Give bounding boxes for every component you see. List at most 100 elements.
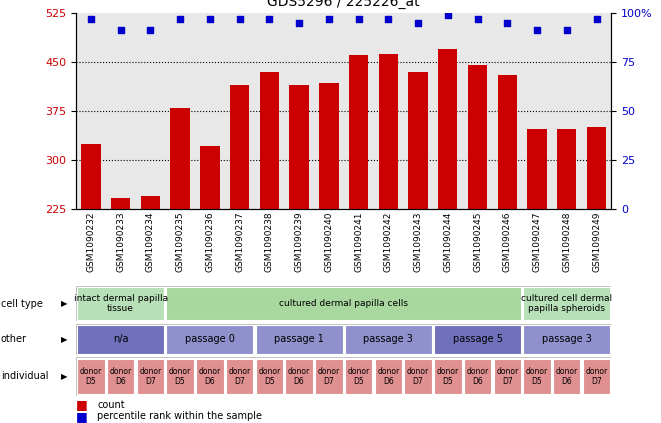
Bar — [196, 359, 223, 394]
Text: intact dermal papilla
tissue: intact dermal papilla tissue — [73, 294, 168, 313]
Bar — [137, 359, 164, 394]
Text: GSM1090242: GSM1090242 — [384, 212, 393, 272]
Text: donor
D5: donor D5 — [526, 367, 548, 386]
Bar — [345, 359, 372, 394]
Title: GDS5296 / 225226_at: GDS5296 / 225226_at — [268, 0, 420, 9]
Bar — [434, 325, 521, 354]
Text: GSM1090241: GSM1090241 — [354, 212, 363, 272]
Text: GSM1090235: GSM1090235 — [176, 212, 184, 272]
Text: passage 5: passage 5 — [453, 335, 502, 344]
Bar — [405, 359, 432, 394]
Point — [294, 19, 305, 26]
Bar — [141, 195, 160, 209]
Text: GSM1090236: GSM1090236 — [206, 212, 214, 272]
Bar — [167, 325, 253, 354]
Text: donor
D7: donor D7 — [229, 367, 251, 386]
Text: donor
D6: donor D6 — [556, 367, 578, 386]
Text: donor
D6: donor D6 — [110, 367, 132, 386]
Text: donor
D7: donor D7 — [496, 367, 518, 386]
Text: ■: ■ — [76, 410, 88, 423]
Text: GSM1090247: GSM1090247 — [533, 212, 541, 272]
Text: count: count — [97, 400, 125, 409]
Bar — [524, 359, 551, 394]
Bar — [524, 325, 610, 354]
Bar — [260, 72, 279, 209]
Text: GSM1090237: GSM1090237 — [235, 212, 244, 272]
Bar — [111, 198, 130, 209]
Bar — [464, 359, 491, 394]
Text: GSM1090232: GSM1090232 — [87, 212, 95, 272]
Text: donor
D5: donor D5 — [80, 367, 102, 386]
Bar — [200, 146, 219, 209]
Bar — [290, 85, 309, 209]
Bar — [375, 359, 402, 394]
Point — [562, 27, 572, 34]
Text: donor
D7: donor D7 — [407, 367, 429, 386]
Text: GSM1090248: GSM1090248 — [563, 212, 571, 272]
Text: n/a: n/a — [113, 335, 128, 344]
Text: ▶: ▶ — [61, 299, 67, 308]
Point — [205, 15, 215, 22]
Text: GSM1090233: GSM1090233 — [116, 212, 125, 272]
Text: passage 3: passage 3 — [364, 335, 413, 344]
Text: percentile rank within the sample: percentile rank within the sample — [97, 411, 262, 421]
Text: donor
D5: donor D5 — [169, 367, 191, 386]
Bar — [345, 325, 432, 354]
Text: donor
D5: donor D5 — [348, 367, 369, 386]
Text: GSM1090239: GSM1090239 — [295, 212, 303, 272]
Bar — [167, 287, 521, 320]
Point — [443, 11, 453, 18]
Bar — [379, 54, 398, 209]
Text: individual: individual — [1, 371, 48, 382]
Point — [473, 15, 483, 22]
Point — [532, 27, 543, 34]
Text: cell type: cell type — [1, 299, 42, 308]
Bar — [256, 325, 342, 354]
Point — [502, 19, 513, 26]
Text: donor
D6: donor D6 — [199, 367, 221, 386]
Bar — [315, 359, 342, 394]
Text: ■: ■ — [76, 398, 88, 411]
Bar — [524, 287, 610, 320]
Bar — [498, 75, 517, 209]
Point — [116, 27, 126, 34]
Bar — [319, 83, 338, 209]
Bar — [494, 359, 521, 394]
Text: GSM1090245: GSM1090245 — [473, 212, 482, 272]
Bar — [468, 65, 487, 209]
Text: ▶: ▶ — [61, 372, 67, 381]
Bar — [81, 144, 100, 209]
Point — [412, 19, 424, 26]
Text: GSM1090249: GSM1090249 — [592, 212, 601, 272]
Text: donor
D6: donor D6 — [377, 367, 399, 386]
Text: donor
D5: donor D5 — [258, 367, 280, 386]
Text: ▶: ▶ — [61, 335, 67, 344]
Bar — [438, 49, 457, 209]
Bar — [171, 108, 190, 209]
Point — [354, 15, 364, 22]
Bar — [77, 287, 164, 320]
Point — [145, 27, 156, 34]
Text: GSM1090238: GSM1090238 — [265, 212, 274, 272]
Text: donor
D6: donor D6 — [467, 367, 488, 386]
Point — [86, 15, 97, 22]
Bar — [230, 85, 249, 209]
Bar — [434, 359, 461, 394]
Text: passage 3: passage 3 — [542, 335, 592, 344]
Text: cultured dermal papilla cells: cultured dermal papilla cells — [279, 299, 408, 308]
Point — [235, 15, 245, 22]
Bar — [527, 129, 547, 209]
Text: passage 0: passage 0 — [185, 335, 235, 344]
Point — [175, 15, 185, 22]
Text: donor
D7: donor D7 — [139, 367, 161, 386]
Text: GSM1090246: GSM1090246 — [503, 212, 512, 272]
Bar — [583, 359, 610, 394]
Text: passage 1: passage 1 — [274, 335, 324, 344]
Text: other: other — [1, 335, 26, 344]
Text: GSM1090244: GSM1090244 — [444, 212, 452, 272]
Text: donor
D7: donor D7 — [586, 367, 607, 386]
Bar — [256, 359, 283, 394]
Point — [383, 15, 394, 22]
Bar — [226, 359, 253, 394]
Text: donor
D5: donor D5 — [437, 367, 459, 386]
